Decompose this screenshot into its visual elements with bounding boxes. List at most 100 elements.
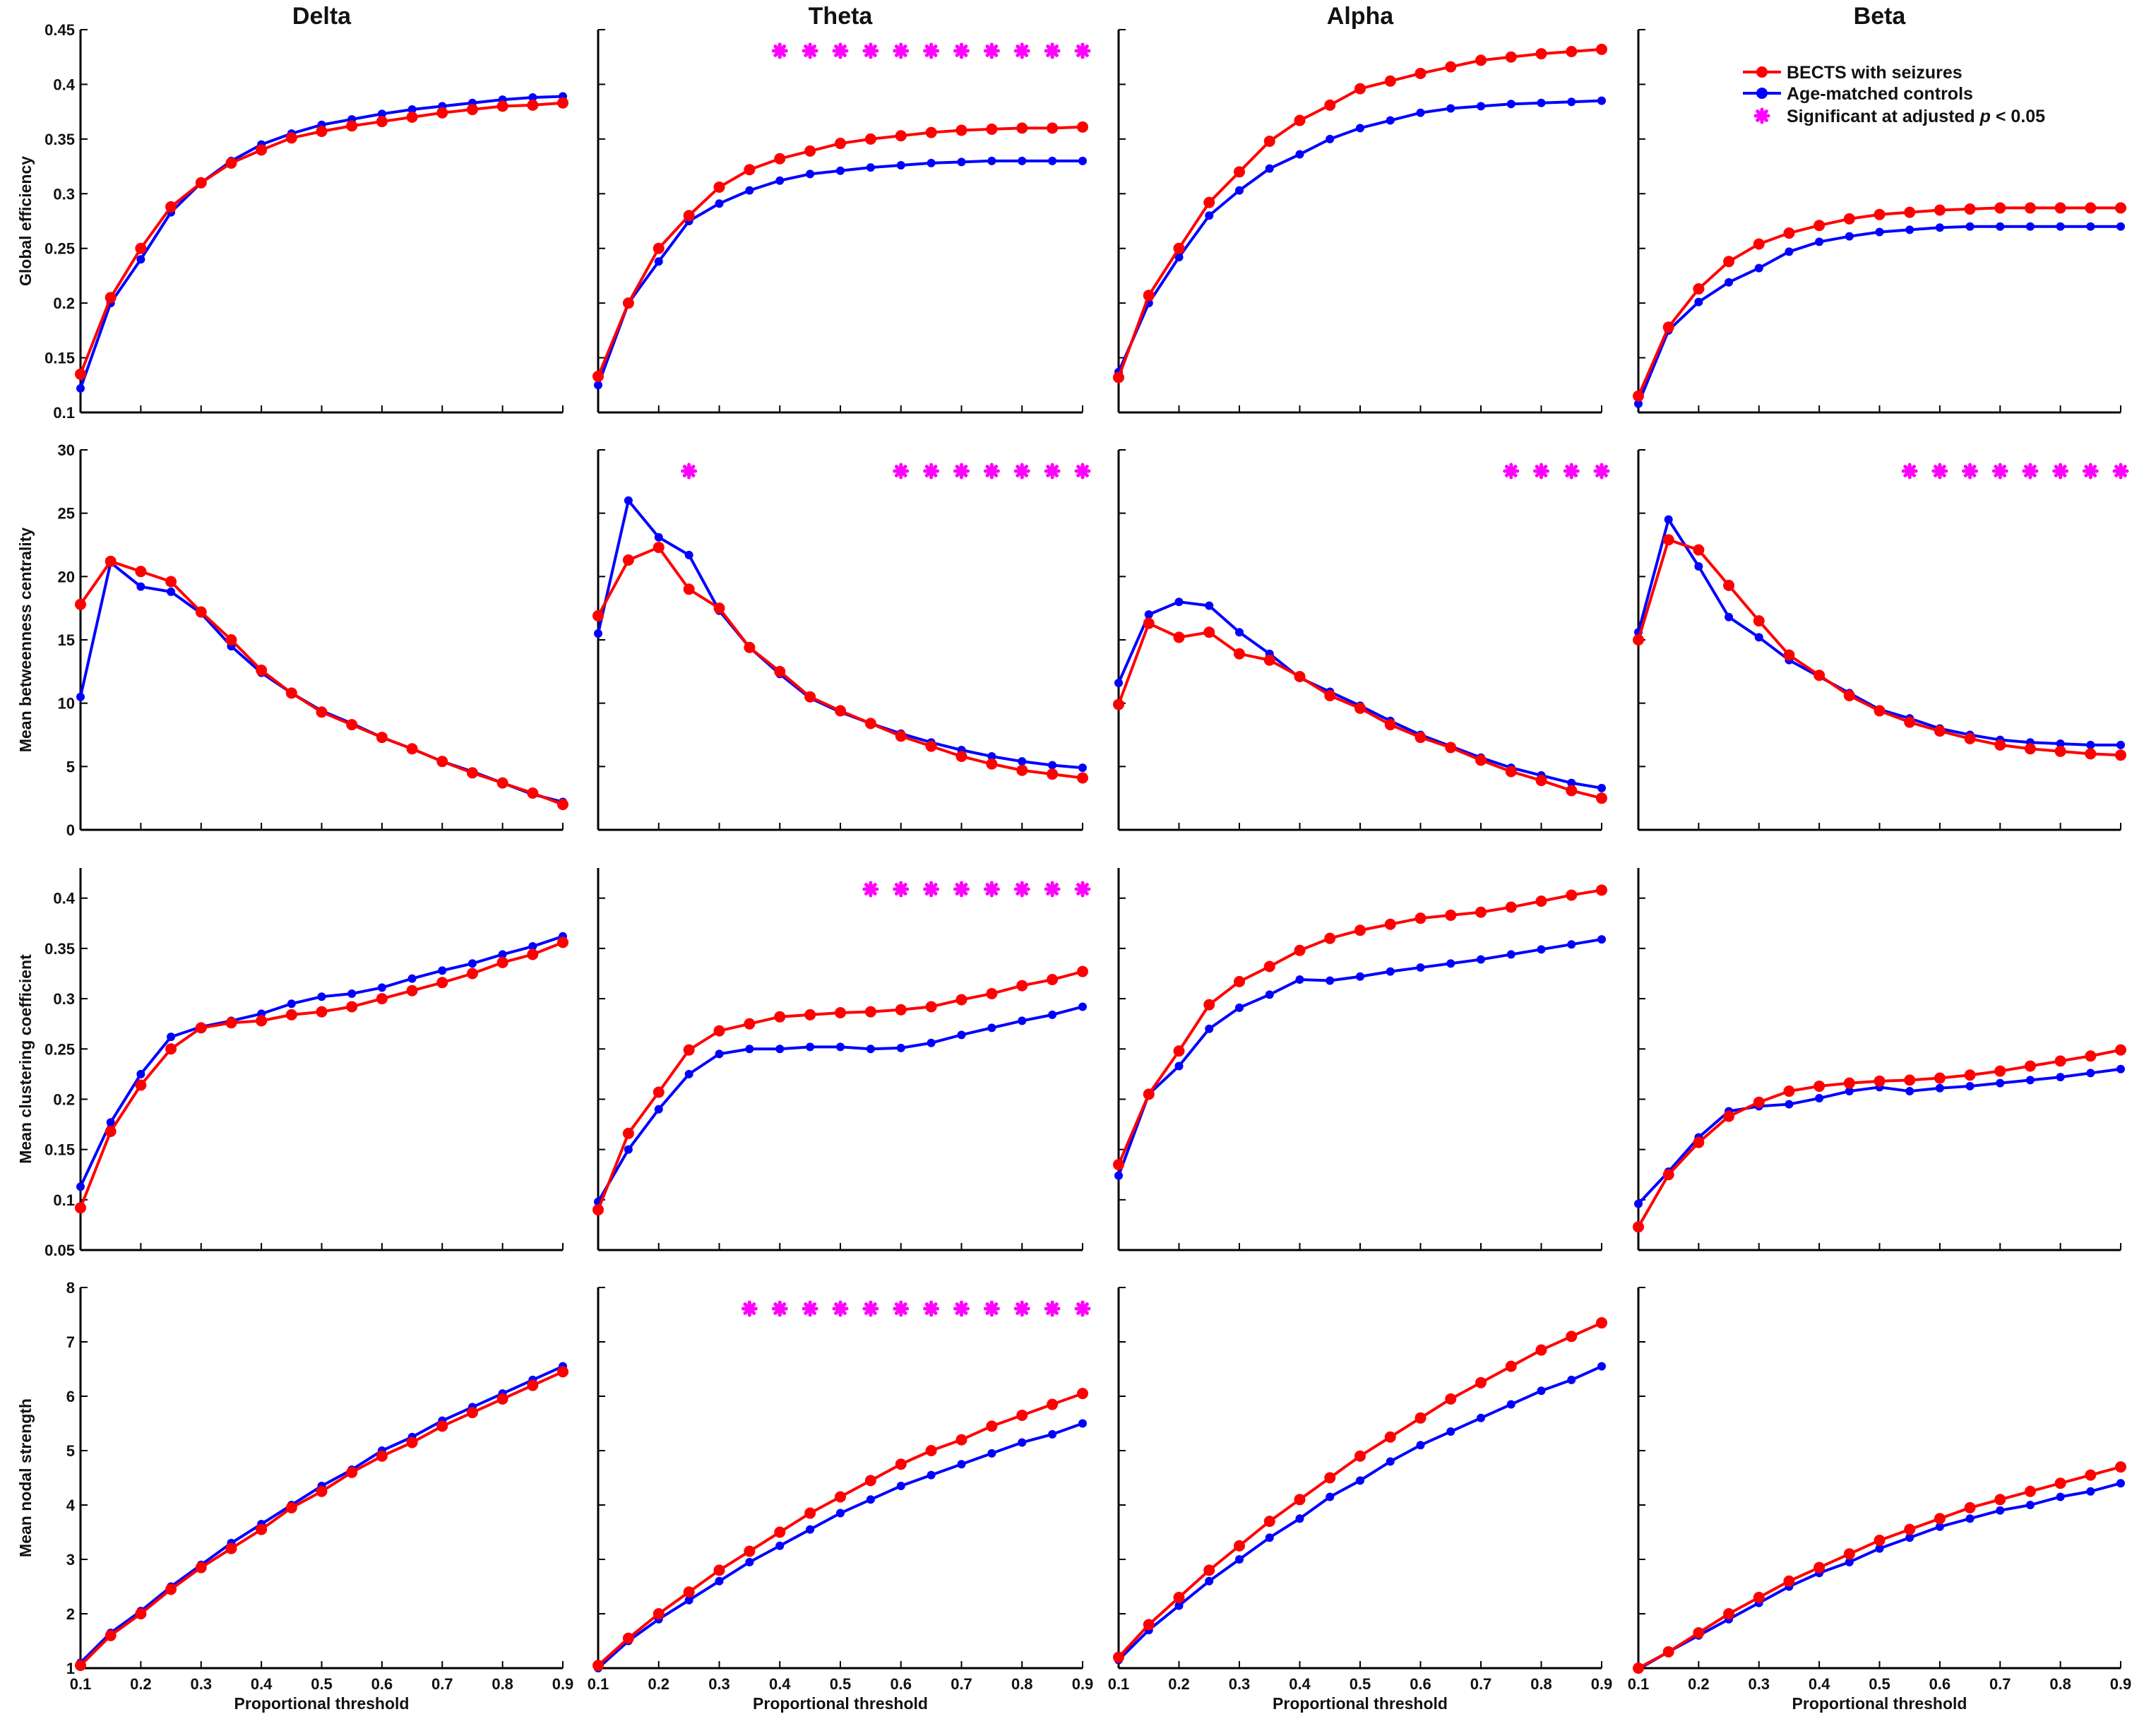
series-bects-point bbox=[1047, 974, 1059, 986]
series-bects-point bbox=[557, 799, 568, 811]
series-bects-point bbox=[1445, 61, 1457, 73]
series-bects-point bbox=[1566, 889, 1578, 901]
y-tick-label: 7 bbox=[66, 1333, 75, 1351]
y-tick-label: 5 bbox=[66, 758, 75, 775]
series-controls-point bbox=[2116, 1064, 2125, 1073]
panel-delta-row-3: 0.05 0.1 0.15 0.2 0.25 0.3 0.35 0.4 Mean cluster… bbox=[16, 868, 568, 1259]
series-bects-point bbox=[1813, 220, 1826, 232]
series-controls-point bbox=[684, 550, 693, 559]
series-bects-point bbox=[135, 566, 147, 578]
series-controls-point bbox=[1477, 955, 1485, 964]
x-tick-label: 0.9 bbox=[1072, 1675, 1094, 1693]
series-bects-point bbox=[1843, 1548, 1855, 1560]
series-bects-point bbox=[1723, 256, 1735, 268]
series-bects-point bbox=[1596, 43, 1607, 55]
x-tick-label: 0.7 bbox=[1989, 1675, 2011, 1693]
series-bects-point bbox=[1414, 67, 1427, 79]
y-tick-label: 2 bbox=[66, 1605, 75, 1623]
series-bects-point bbox=[165, 1043, 177, 1055]
series-controls-point bbox=[927, 158, 936, 167]
series-controls-point bbox=[1785, 247, 1794, 256]
series-controls-point bbox=[1078, 1419, 1087, 1428]
significance-marker bbox=[1013, 463, 1030, 480]
series-controls-point bbox=[1567, 1375, 1576, 1384]
series-controls-point bbox=[2056, 1073, 2065, 1082]
series-bects-point bbox=[1693, 1626, 1705, 1638]
x-tick-label: 0.8 bbox=[492, 1675, 513, 1693]
series-controls-point bbox=[1965, 1514, 1975, 1523]
y-tick-label: 25 bbox=[58, 505, 75, 523]
series-bects-point bbox=[105, 1629, 117, 1641]
series-controls-point bbox=[407, 974, 417, 983]
significance-marker bbox=[802, 42, 818, 59]
series-bects-point bbox=[1964, 732, 1976, 744]
y-tick-label: 0.25 bbox=[44, 1040, 75, 1058]
series-controls-point bbox=[1356, 972, 1364, 981]
series-bects-point bbox=[1723, 1110, 1735, 1122]
series-controls-point bbox=[1048, 761, 1057, 770]
series-bects-point bbox=[1535, 895, 1547, 907]
series-bects-point bbox=[1203, 1564, 1215, 1576]
significance-marker bbox=[862, 881, 879, 898]
series-controls-point bbox=[1386, 116, 1395, 125]
panels-grid: 0.10.150.20.250.30.350.40.45DeltaGlobal … bbox=[16, 3, 2131, 1713]
series-bects-point bbox=[527, 787, 539, 799]
series-bects-point bbox=[1994, 739, 2006, 751]
series-bects-point bbox=[1234, 1540, 1245, 1552]
y-tick-label: 0.35 bbox=[44, 940, 75, 958]
series-bects-point bbox=[1723, 579, 1735, 591]
series-bects-point bbox=[436, 977, 448, 989]
series-bects-point bbox=[436, 107, 448, 119]
series-controls-point bbox=[624, 1145, 633, 1154]
x-tick-label: 0.5 bbox=[1869, 1675, 1890, 1693]
x-tick-label: 0.7 bbox=[1470, 1675, 1492, 1693]
y-axis-label: Mean betweenness centrality bbox=[16, 528, 35, 752]
series-bects-point bbox=[1904, 1523, 1916, 1535]
significance-marker bbox=[771, 42, 788, 59]
series-bects-point bbox=[316, 1485, 328, 1497]
series-controls-point bbox=[2116, 740, 2125, 749]
series-bects-point bbox=[1047, 1398, 1059, 1410]
series-bects-point bbox=[1047, 122, 1059, 134]
series-bects-point bbox=[376, 116, 388, 128]
x-tick-label: 0.5 bbox=[311, 1675, 333, 1693]
series-bects-point bbox=[1173, 242, 1185, 254]
series-controls-point bbox=[1597, 96, 1606, 105]
series-bects-point bbox=[496, 777, 508, 789]
series-controls-point bbox=[1815, 237, 1824, 246]
series-controls-point bbox=[1935, 1522, 1944, 1531]
significance-marker bbox=[1074, 42, 1091, 59]
x-tick-label: 0.3 bbox=[1748, 1675, 1770, 1693]
series-controls-point bbox=[715, 1576, 724, 1586]
series-controls-point bbox=[167, 1033, 176, 1042]
series-bects-point bbox=[105, 555, 117, 567]
series-bects-point bbox=[2024, 1060, 2036, 1072]
series-bects-point bbox=[1294, 114, 1306, 126]
x-tick-label: 0.6 bbox=[371, 1675, 393, 1693]
x-tick-label: 0.3 bbox=[1229, 1675, 1251, 1693]
significance-marker bbox=[2082, 463, 2099, 480]
series-controls-point bbox=[745, 1045, 754, 1054]
series-bects-point bbox=[436, 1420, 448, 1432]
series-bects-point bbox=[496, 956, 508, 968]
series-controls-point bbox=[1295, 975, 1304, 985]
series-controls-point bbox=[866, 163, 875, 172]
series-bects-point bbox=[1994, 202, 2006, 214]
series-controls-point bbox=[1265, 164, 1274, 173]
series-controls-point bbox=[1144, 610, 1153, 619]
series-bects-point bbox=[346, 719, 358, 731]
series-bects-point bbox=[2024, 202, 2036, 214]
series-controls-point bbox=[2086, 222, 2095, 231]
series-bects-point bbox=[864, 718, 876, 730]
legend-marker bbox=[1756, 88, 1768, 99]
significance-marker bbox=[923, 42, 940, 59]
series-bects-point bbox=[1234, 648, 1245, 660]
series-bects-point bbox=[285, 132, 297, 144]
series-bects-point bbox=[1203, 196, 1215, 208]
series-bects-point bbox=[653, 1086, 665, 1098]
series-controls-point bbox=[1845, 1087, 1854, 1096]
y-axis-label: Global efficiency bbox=[16, 156, 35, 286]
series-bects-point bbox=[1113, 1651, 1124, 1663]
series-controls-point bbox=[2056, 222, 2065, 231]
panel-theta-row-3 bbox=[592, 868, 1091, 1251]
